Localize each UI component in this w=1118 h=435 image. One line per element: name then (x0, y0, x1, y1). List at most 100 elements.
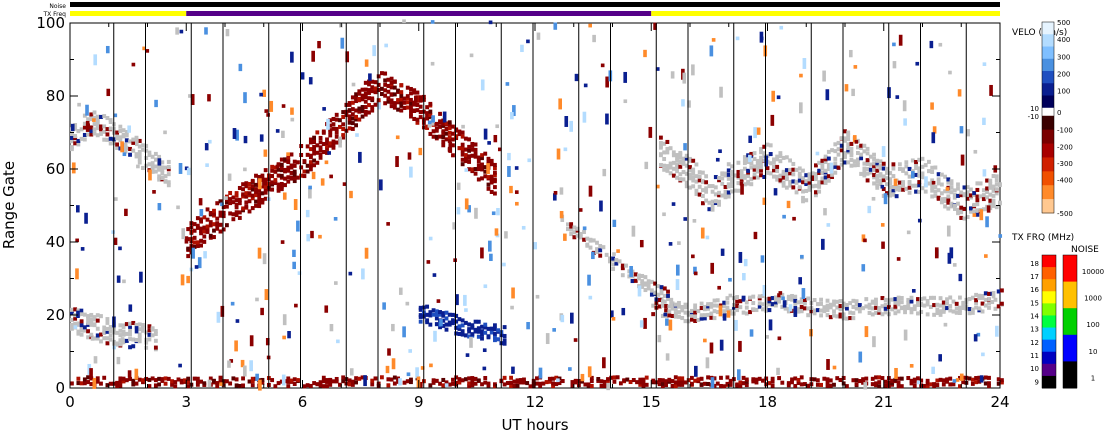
echo-cell (305, 209, 310, 218)
echo-cell (325, 146, 329, 151)
x-tick-label: 9 (414, 393, 424, 411)
echo-cell (320, 178, 325, 186)
echo-cell (640, 281, 645, 286)
echo-cell (247, 182, 252, 187)
echo-cell (653, 281, 658, 286)
echo-cell (855, 157, 860, 162)
echo-cell (728, 311, 733, 316)
echo-cell (607, 256, 612, 261)
echo-cell (488, 240, 492, 252)
echo-cell (643, 275, 648, 280)
echo-cell (983, 291, 988, 296)
echo-cell (476, 326, 481, 331)
echo-cell (735, 303, 740, 308)
echo-cell (118, 246, 122, 251)
echo-cell (392, 101, 397, 106)
echo-cell (996, 289, 1001, 294)
echo-cell (147, 150, 152, 155)
echo-cell (116, 356, 121, 365)
echo-cell (775, 177, 780, 182)
echo-cell (470, 141, 475, 147)
echo-cell (124, 378, 129, 383)
echo-cell (916, 300, 920, 305)
echo-cell (289, 378, 294, 383)
echo-cell (350, 100, 355, 105)
echo-cell (147, 384, 152, 389)
echo-cell (704, 180, 709, 185)
echo-cell (70, 135, 74, 140)
echo-cell (790, 293, 794, 299)
echo-cell (677, 304, 681, 309)
echo-cell (92, 110, 97, 115)
echo-cell (874, 297, 878, 302)
echo-cell (582, 237, 586, 242)
echo-cell (569, 120, 574, 132)
echo-cell (134, 154, 139, 159)
echo-cell (945, 377, 949, 382)
echo-cell (994, 178, 999, 183)
echo-cell (912, 383, 917, 388)
echo-cell (952, 263, 957, 267)
echo-cell (260, 197, 265, 203)
echo-cell (709, 302, 714, 307)
echo-cell (930, 188, 935, 193)
echo-cell (334, 379, 339, 384)
echo-cell (662, 286, 667, 291)
echo-cell (673, 314, 678, 319)
echo-cell (399, 97, 404, 102)
echo-cell (846, 142, 851, 147)
echo-cell (521, 225, 526, 230)
echo-cell (762, 144, 767, 149)
echo-cell (412, 116, 417, 121)
echo-cell (221, 227, 226, 232)
echo-cell (928, 295, 933, 300)
echo-cell (480, 329, 484, 334)
echo-cell (814, 163, 818, 168)
echo-cell (896, 309, 901, 314)
echo-cell (606, 382, 610, 391)
echo-cell (234, 210, 239, 215)
echo-cell (310, 230, 314, 239)
echo-cell (759, 147, 763, 152)
echo-cell (855, 150, 860, 156)
echo-cell (489, 180, 494, 185)
echo-cell (279, 173, 284, 178)
echo-cell (875, 173, 880, 178)
echo-cell (878, 164, 883, 169)
echo-cell (105, 317, 110, 322)
echo-cell (988, 181, 993, 186)
echo-cell (761, 293, 765, 299)
echo-cell (287, 331, 291, 339)
echo-cell (897, 166, 902, 172)
echo-cell (896, 302, 901, 307)
echo-cell (432, 273, 437, 277)
echo-cell (841, 316, 846, 321)
echo-cell (367, 96, 371, 101)
echo-cell (657, 334, 662, 343)
echo-cell (241, 206, 245, 211)
echo-cell (551, 381, 555, 386)
echo-cell (205, 217, 210, 222)
echo-cell (668, 165, 673, 170)
echo-cell (326, 118, 330, 130)
echo-cell (399, 100, 404, 105)
echo-cell (276, 186, 281, 191)
echo-cell (399, 103, 404, 108)
echo-cell (460, 148, 465, 153)
echo-cell (670, 301, 675, 306)
echo-cell (575, 226, 580, 231)
echo-cell (896, 384, 901, 389)
echo-cell (128, 139, 132, 144)
echo-cell (970, 307, 975, 312)
echo-cell (451, 381, 455, 386)
echo-cell (292, 172, 297, 177)
echo-cell (919, 309, 924, 314)
echo-cell (208, 211, 213, 216)
echo-cell (851, 88, 855, 97)
echo-cell (602, 357, 606, 369)
echo-cell (502, 262, 506, 267)
echo-cell (70, 307, 74, 312)
echo-cell (370, 108, 375, 113)
echo-cell (334, 281, 338, 285)
echo-cell (460, 142, 465, 147)
